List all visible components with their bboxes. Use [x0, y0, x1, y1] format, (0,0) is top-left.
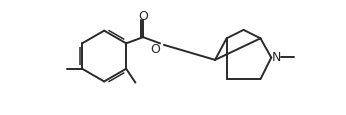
Text: O: O	[151, 43, 161, 56]
Text: O: O	[138, 10, 148, 23]
Text: N: N	[272, 51, 281, 64]
